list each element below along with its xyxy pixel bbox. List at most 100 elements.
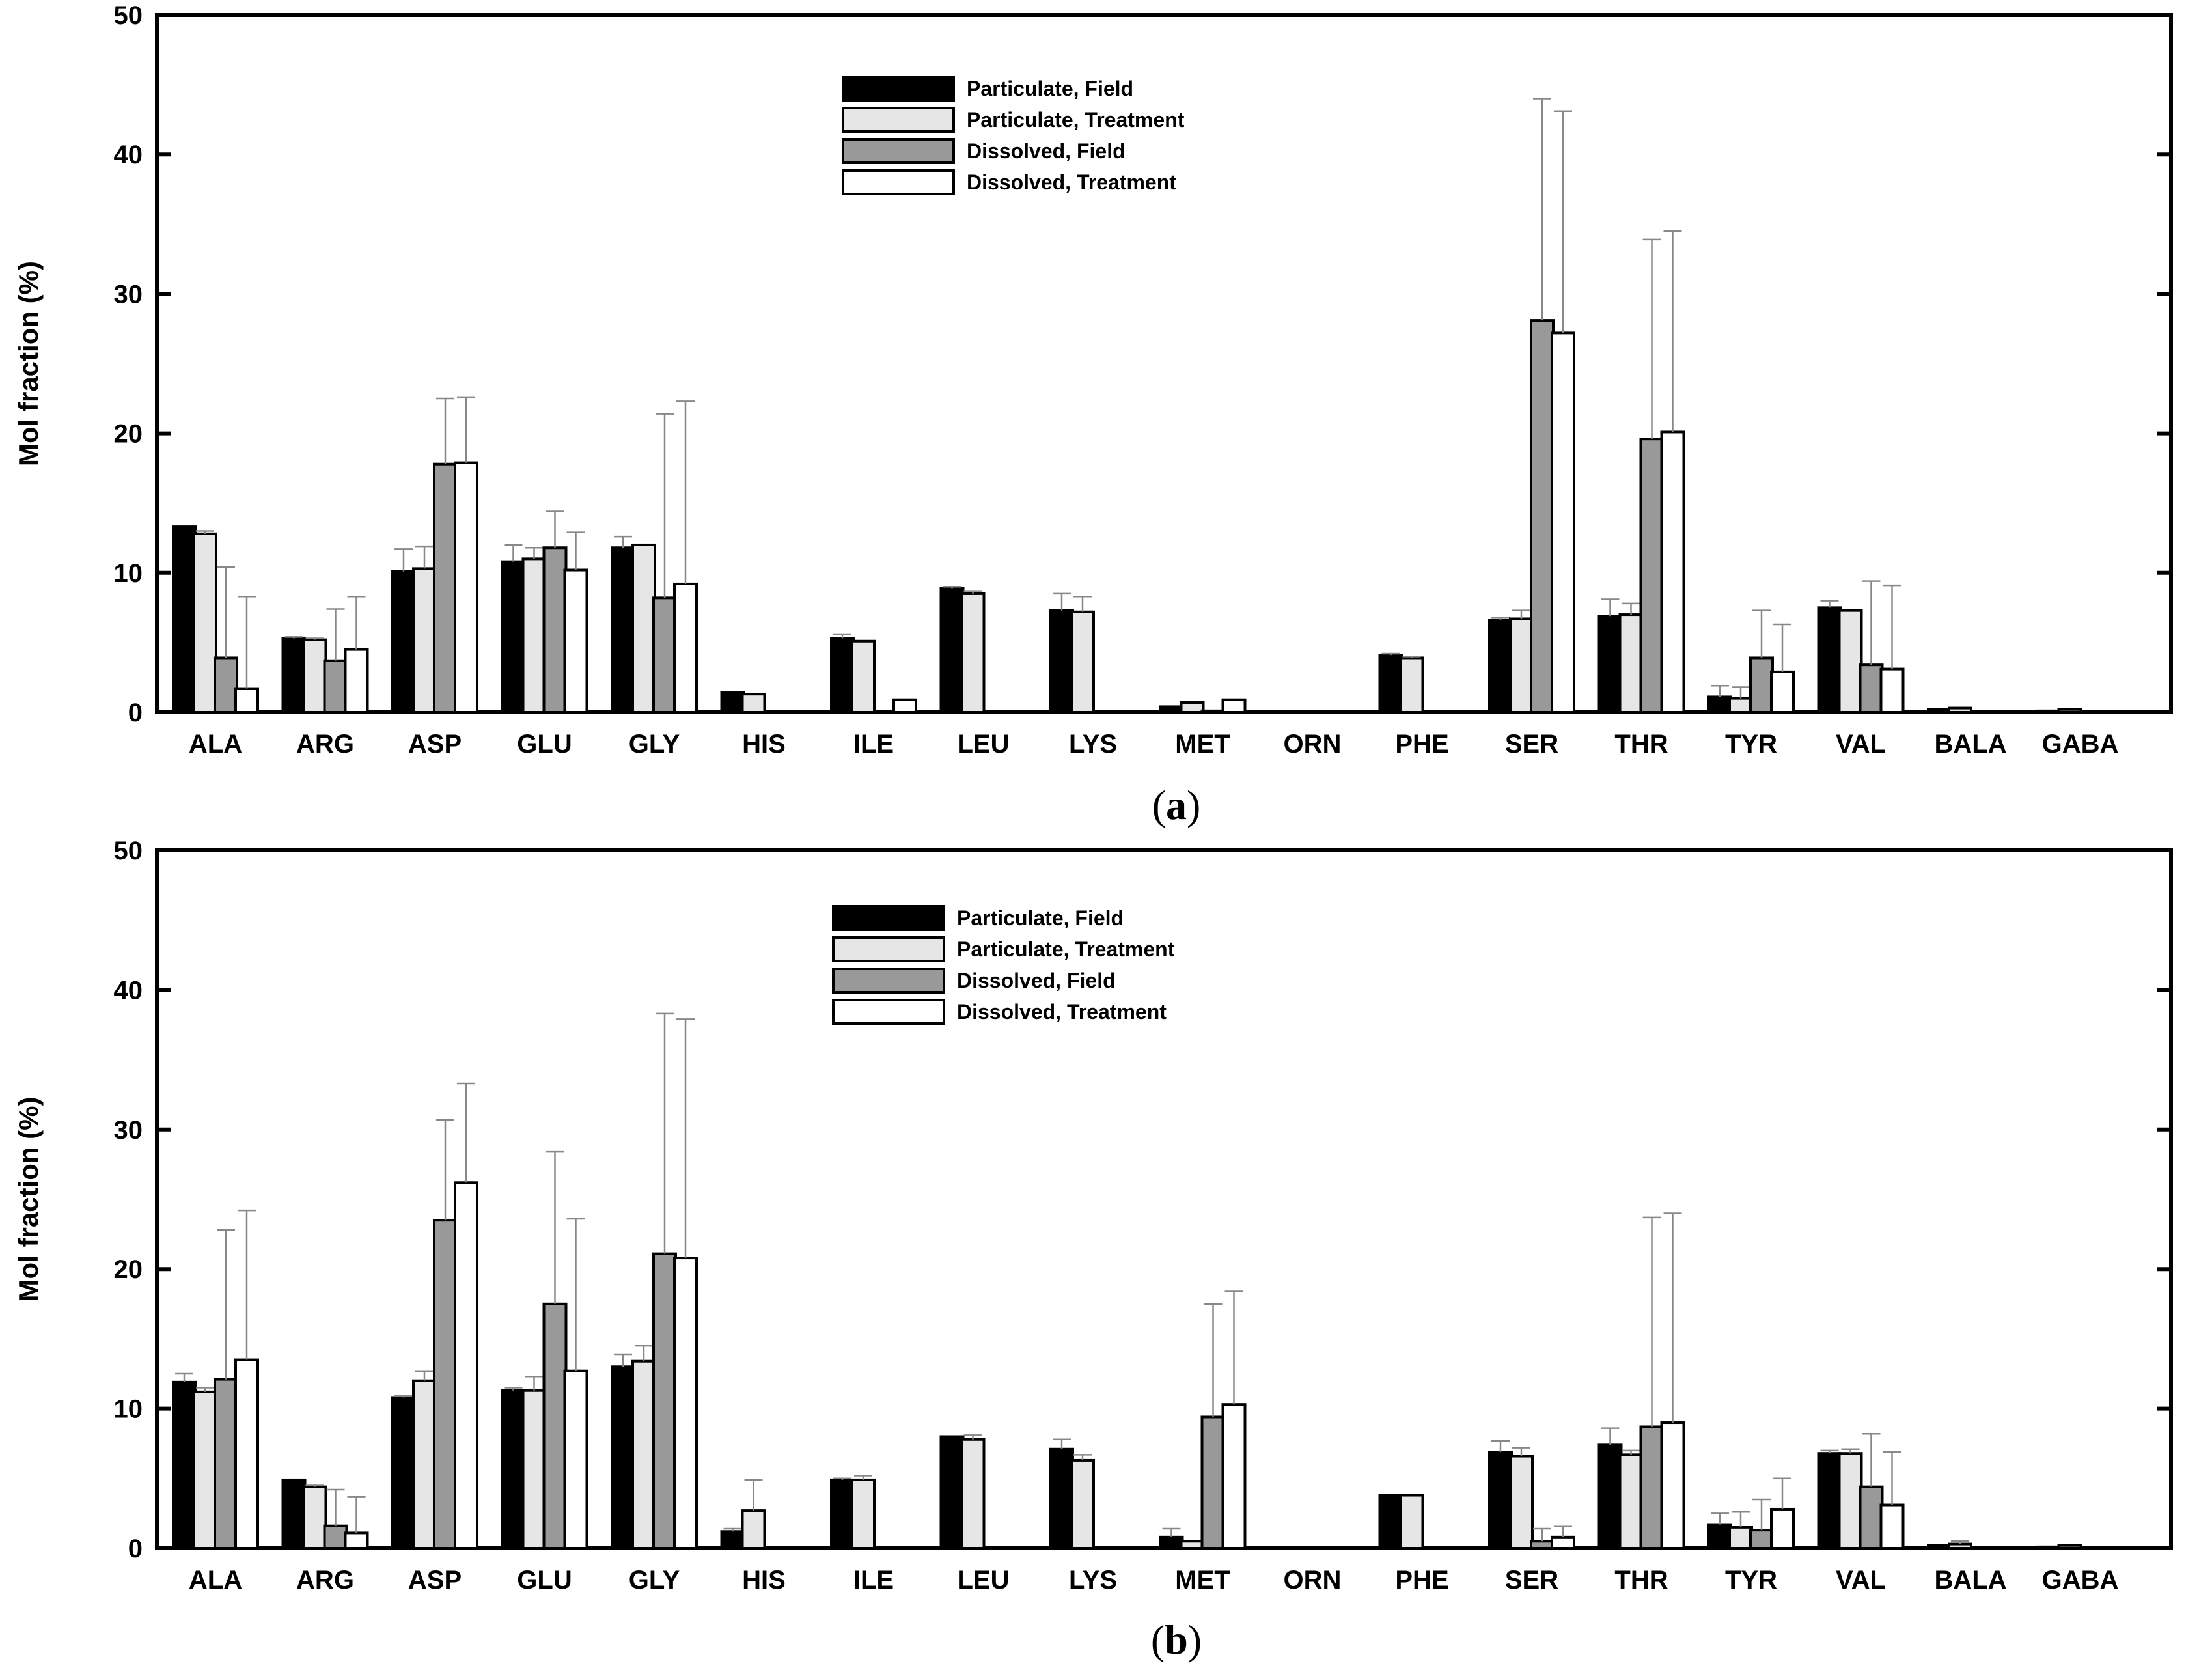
bar (720, 691, 745, 714)
bar (542, 546, 568, 714)
legend-label: Particulate, Field (957, 906, 1124, 930)
x-tick-label: ORN (1284, 730, 1342, 759)
legend: Particulate, Field Particulate, Treatment… (832, 905, 1175, 1025)
x-tick-label: VAL (1836, 1566, 1886, 1595)
bar (344, 1531, 369, 1550)
bar (1597, 1443, 1623, 1550)
bar (281, 1478, 307, 1550)
x-tick-label: PHE (1395, 1566, 1448, 1595)
x-tick-label: ORN (1284, 1566, 1342, 1595)
bar (1817, 606, 1842, 714)
bar (1707, 695, 1732, 714)
x-tick-label: ALA (189, 1566, 242, 1595)
bar (1378, 654, 1403, 714)
x-tick-label: ASP (408, 1566, 462, 1595)
bar (234, 687, 259, 714)
bar (720, 1530, 745, 1550)
bar (1200, 709, 1226, 714)
bar (1618, 1453, 1644, 1550)
panel-letter: a (1166, 782, 1187, 828)
legend-swatch (832, 999, 945, 1025)
bar (1749, 656, 1774, 714)
bar (1660, 1421, 1685, 1550)
bar (611, 1365, 635, 1550)
bar (830, 637, 855, 714)
y-tick-label: 10 (114, 559, 143, 588)
x-tick-label: GABA (2042, 1566, 2119, 1595)
y-tick-label: 0 (128, 699, 143, 727)
bar (1948, 1542, 1972, 1550)
bar (2057, 708, 2082, 714)
bar (851, 1478, 876, 1550)
panel-label: (a) (1152, 782, 1201, 828)
legend: Particulate, Field Particulate, Treatment… (842, 76, 1185, 195)
x-tick-label: HIS (742, 730, 786, 759)
bar (1879, 667, 1905, 714)
bar (960, 592, 986, 714)
bar (1817, 1452, 1842, 1550)
bar (830, 1478, 855, 1550)
bar (1159, 705, 1184, 714)
bar (1838, 1452, 1863, 1550)
bar (1551, 1535, 1575, 1550)
bar (1159, 1535, 1184, 1550)
bar (501, 560, 526, 714)
bar (1551, 331, 1575, 714)
bar (1948, 706, 1972, 714)
bar (302, 638, 327, 714)
bar (1859, 663, 1884, 714)
chart-panel-b: 0 10 20 30 40 50 Mol fraction (%) ALA ARG ASP GLU G… (13, 837, 2173, 1663)
x-tick-label: GLY (629, 1566, 680, 1595)
x-tick-label: LYS (1069, 1566, 1117, 1595)
bar (433, 1219, 458, 1550)
bar (673, 582, 698, 714)
bar (673, 1257, 698, 1550)
x-tick-label: GLY (629, 730, 680, 759)
bar (172, 525, 197, 714)
bar (1838, 609, 1863, 714)
panel-letter: b (1165, 1617, 1188, 1663)
x-tick-label: GLU (517, 730, 572, 759)
x-tick-label: BALA (1934, 730, 2006, 759)
bar (193, 532, 217, 714)
bar (1378, 1494, 1403, 1550)
x-tick-label: ILE (853, 1566, 894, 1595)
bar (1927, 1544, 1952, 1550)
bar (631, 543, 656, 714)
x-tick-label: SER (1505, 730, 1558, 759)
x-tick-label: THR (1614, 1566, 1668, 1595)
x-tick-label: LYS (1069, 730, 1117, 759)
bar (234, 1358, 259, 1550)
bar (1049, 1447, 1074, 1550)
bar (1639, 1425, 1665, 1550)
bar (1488, 1451, 1513, 1550)
x-tick-label: ARG (296, 730, 354, 759)
bar (1180, 1540, 1205, 1550)
bar (323, 659, 348, 714)
bar (433, 462, 458, 714)
bar (2057, 1544, 2082, 1550)
bar (939, 1435, 965, 1550)
x-tick-label: MET (1175, 730, 1230, 759)
panel-label: (b) (1151, 1617, 1202, 1663)
bar (1749, 1529, 1774, 1550)
x-tick-label: ASP (408, 730, 462, 759)
bar (1180, 701, 1205, 714)
x-tick-label: GLU (517, 1566, 572, 1595)
x-tick-label: PHE (1395, 730, 1448, 759)
bar (1597, 615, 1623, 714)
legend-swatch (842, 107, 955, 133)
bar (611, 546, 635, 714)
bar (1879, 1503, 1905, 1550)
bar (1728, 1526, 1753, 1550)
y-tick-label: 40 (114, 141, 143, 169)
bar (1509, 617, 1534, 714)
bar (521, 557, 547, 714)
bar (1770, 1507, 1795, 1550)
legend-swatch (832, 968, 945, 994)
x-tick-label: MET (1175, 1566, 1230, 1595)
bar (1530, 319, 1555, 714)
x-tick-label: THR (1614, 730, 1668, 759)
bar (542, 1302, 568, 1550)
